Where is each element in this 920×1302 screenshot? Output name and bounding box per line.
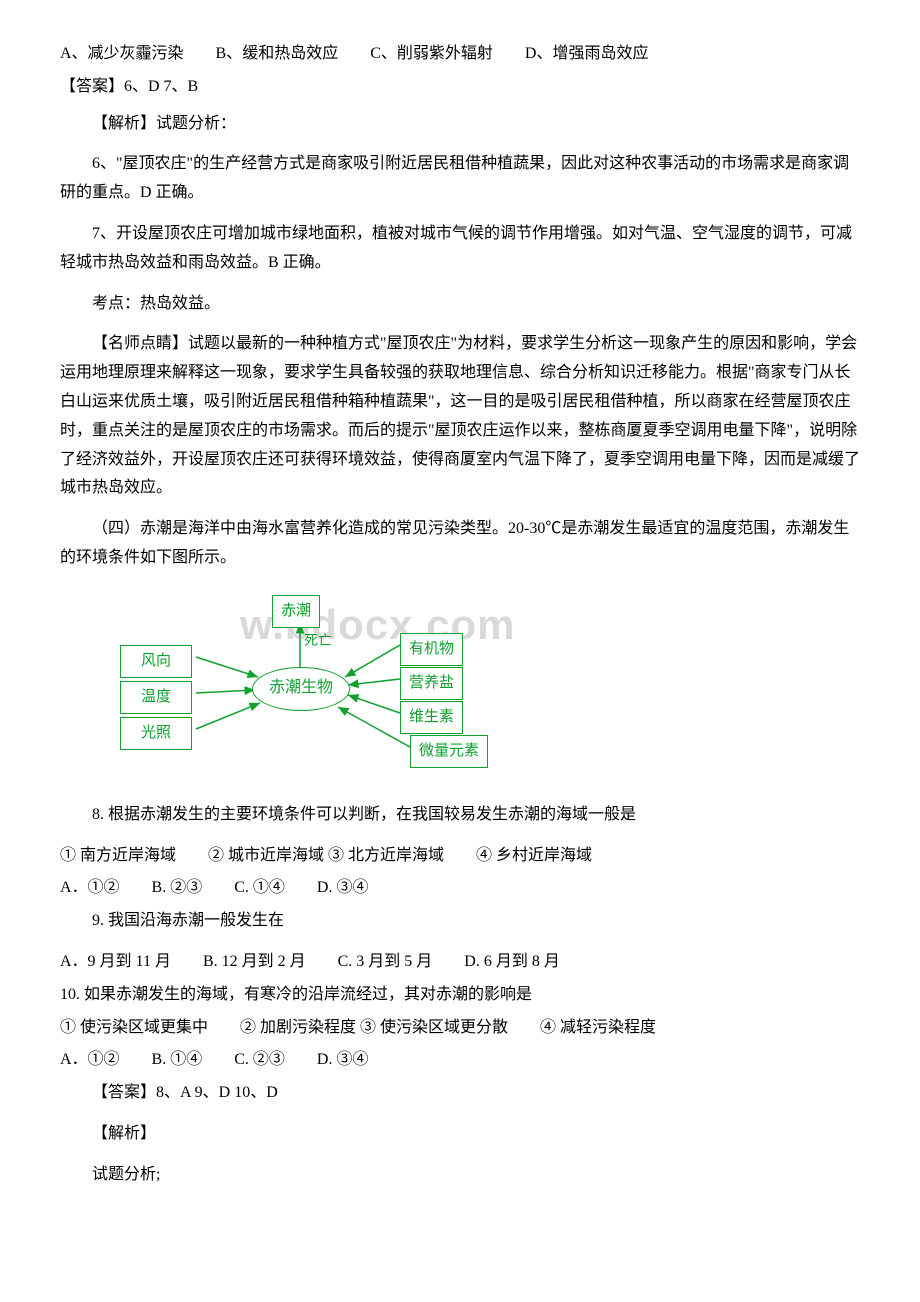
analysis2-body: 试题分析;: [60, 1161, 860, 1190]
chichao-diagram: w.bdocx.com 赤潮 死亡 赤潮生物 风向 温度 光照 有机物 营养盐 …: [100, 585, 560, 785]
diagram-node-left-2: 光照: [120, 717, 192, 750]
q8-stem: 8. 根据赤潮发生的主要环境条件可以判断，在我国较易发生赤潮的海域一般是: [60, 801, 860, 830]
answer-8-10: 【答案】8、A 9、D 10、D: [60, 1079, 860, 1108]
analysis-heading: 【解析】试题分析：: [60, 110, 860, 139]
analysis2-heading: 【解析】: [60, 1120, 860, 1149]
kaodian: 考点：热岛效益。: [60, 290, 860, 319]
diagram-node-top: 赤潮: [272, 595, 320, 628]
diagram-node-left-0: 风向: [120, 645, 192, 678]
q9-options: A．9 月到 11 月 B. 12 月到 2 月 C. 3 月到 5 月 D. …: [60, 948, 860, 977]
analysis-item-6: 6、"屋顶农庄"的生产经营方式是商家吸引附近居民租借种植蔬果，因此对这种农事活动…: [60, 150, 860, 208]
section4-intro: （四）赤潮是海洋中由海水富营养化造成的常见污染类型。20-30℃是赤潮发生最适宜…: [60, 515, 860, 573]
q10-stem: 10. 如果赤潮发生的海域，有寒冷的沿岸流经过，其对赤潮的影响是: [60, 981, 860, 1010]
q10-options: A．①② B. ①④ C. ②③ D. ③④: [60, 1046, 860, 1075]
q7-options: A、减少灰霾污染 B、缓和热岛效应 C、削弱紫外辐射 D、增强雨岛效应: [60, 40, 860, 69]
diagram-node-right-3: 微量元素: [410, 735, 488, 768]
diagram-node-center: 赤潮生物: [252, 667, 350, 711]
q9-stem: 9. 我国沿海赤潮一般发生在: [60, 907, 860, 936]
q8-options: A．①② B. ②③ C. ①④ D. ③④: [60, 874, 860, 903]
mingshi-dianjin: 【名师点睛】试题以最新的一种种植方式"屋顶农庄"为材料，要求学生分析这一现象产生…: [60, 330, 860, 503]
diagram-node-right-2: 维生素: [400, 701, 463, 734]
q8-subchoices: ① 南方近岸海域 ② 城市近岸海域 ③ 北方近岸海域 ④ 乡村近岸海域: [60, 842, 860, 871]
diagram-node-right-1: 营养盐: [400, 667, 463, 700]
diagram-node-right-0: 有机物: [400, 633, 463, 666]
diagram-node-left-1: 温度: [120, 681, 192, 714]
analysis-item-7: 7、开设屋顶农庄可增加城市绿地面积，植被对城市气候的调节作用增强。如对气温、空气…: [60, 220, 860, 278]
answer-6-7: 【答案】6、D 7、B: [60, 73, 860, 102]
q10-subchoices: ① 使污染区域更集中 ② 加剧污染程度 ③ 使污染区域更分散 ④ 减轻污染程度: [60, 1014, 860, 1043]
diagram-edge-label: 死亡: [304, 629, 332, 654]
